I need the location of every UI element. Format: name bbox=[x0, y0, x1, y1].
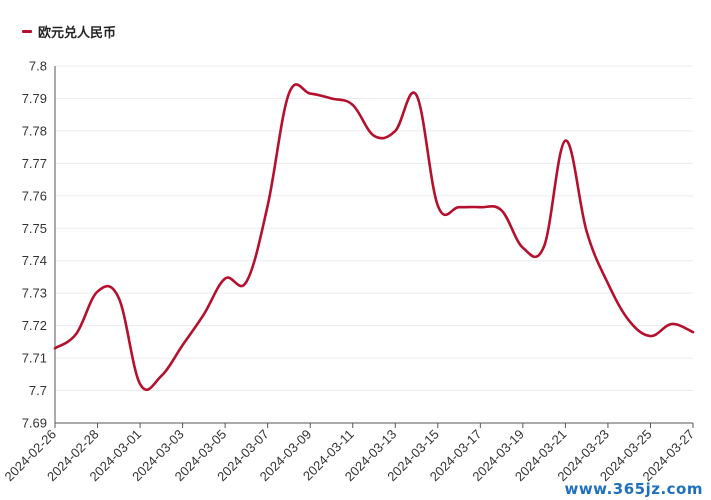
y-tick-label: 7.77 bbox=[22, 156, 47, 171]
y-tick-label: 7.75 bbox=[22, 221, 47, 236]
y-tick-label: 7.74 bbox=[22, 253, 47, 268]
legend[interactable]: 欧元兑人民币 bbox=[22, 22, 116, 41]
y-tick-label: 7.72 bbox=[22, 318, 47, 333]
legend-label: 欧元兑人民币 bbox=[38, 25, 117, 40]
y-tick-label: 7.73 bbox=[22, 286, 47, 301]
legend-swatch bbox=[22, 30, 32, 33]
y-tick-label: 7.78 bbox=[22, 123, 47, 138]
y-tick-label: 7.7 bbox=[29, 383, 47, 398]
y-tick-label: 7.76 bbox=[22, 188, 47, 203]
gridlines bbox=[55, 65, 693, 424]
y-tick-label: 7.69 bbox=[22, 416, 47, 431]
y-tick-label: 7.71 bbox=[22, 351, 47, 366]
series-line-eur-cny bbox=[53, 83, 695, 391]
y-tick-label: 7.8 bbox=[29, 59, 47, 74]
axes bbox=[54, 66, 694, 428]
y-axis-tick-labels: 7.8 7.79 7.78 7.77 7.76 7.75 7.74 7.73 7.72 7.71 7… bbox=[22, 59, 47, 431]
x-axis-tick-labels: 2024-02-262024-02-282024-03-012024-03-03… bbox=[1, 427, 697, 485]
y-tick-label: 7.79 bbox=[22, 91, 47, 106]
watermark: www.365jz.com bbox=[564, 480, 703, 498]
